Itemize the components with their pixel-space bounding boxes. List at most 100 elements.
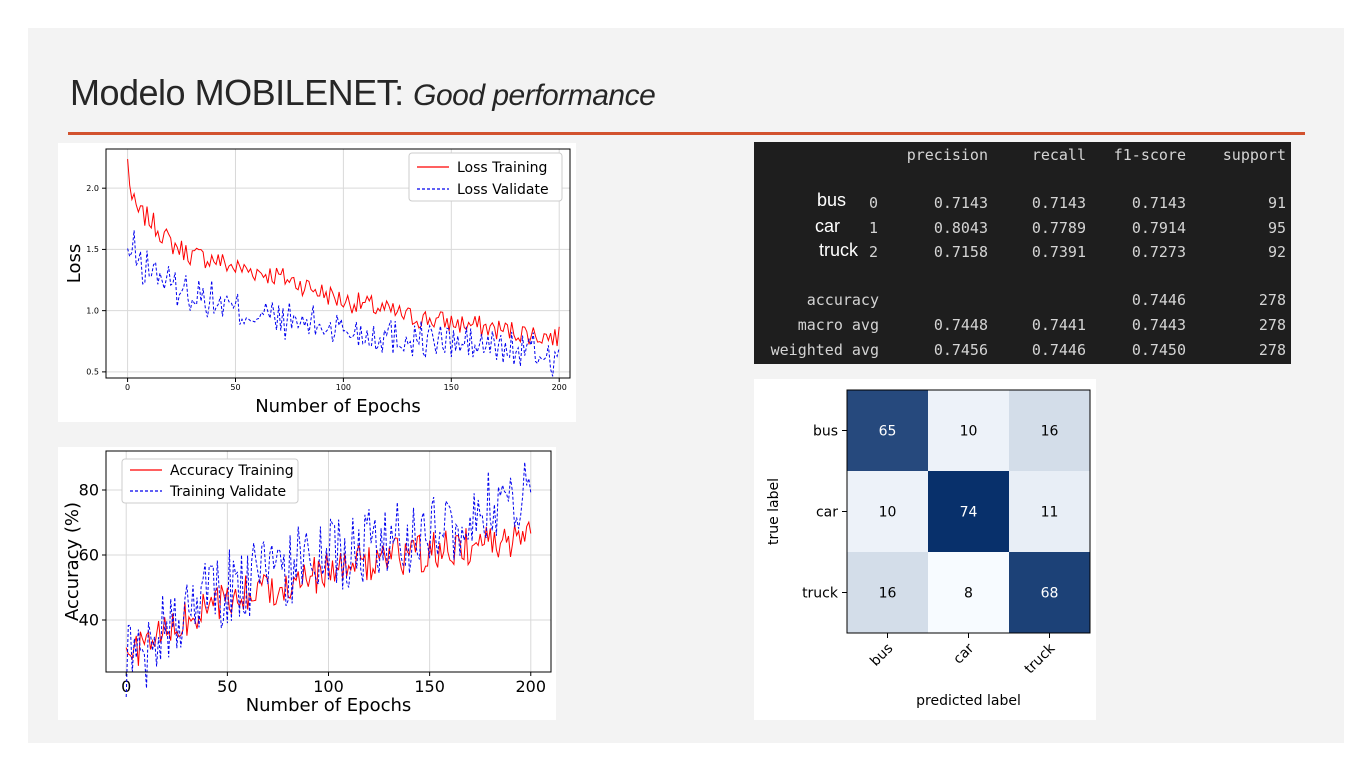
series-line-2 [127,230,560,377]
cell-recall: 0.7446 [1031,341,1086,359]
page-subtitle: Good performance [413,79,656,112]
cell-support: 278 [1258,316,1286,334]
cm-cell [1009,471,1090,552]
cm-cell [847,471,928,552]
cm-cell-value: 8 [964,586,973,602]
series-line-1 [125,520,532,666]
cell-recall: 0.7391 [1031,243,1086,261]
accuracy-chart-panel: 0 50 100 150 200 40 60 80 Number of Epochs Accura… [58,447,556,720]
cm-cell-value: 68 [1041,586,1059,602]
x-tick-label: truck [1022,640,1059,677]
cm-cell [928,552,1009,633]
cell-precision: 0.7456 [933,341,988,359]
x-tick-label: bus [867,641,896,670]
x-tick-label: 150 [444,383,459,392]
cell-recall: 0.7143 [1031,194,1086,212]
y-tick-label: 60 [79,546,99,565]
series-line-1 [127,159,560,347]
header-f1-score: f1-score [1113,146,1186,164]
x-axis-label: Number of Epochs [255,396,421,417]
row-label-truck: truck [818,240,858,260]
x-tick-label: 200 [552,383,567,392]
row-index: 2 [868,243,878,261]
y-tick-label: 1.5 [86,245,99,254]
row-label-bus: bus [816,190,846,210]
x-tick-label: 0 [125,383,130,392]
cm-cell-value: 16 [1041,424,1059,440]
x-tick-label: 200 [515,677,546,696]
cm-cell [928,390,1009,471]
x-tick-label: 150 [414,677,445,696]
cell-f1: 0.7443 [1131,316,1186,334]
cell-support: 91 [1267,194,1286,212]
cm-cell-value: 10 [960,424,978,440]
cell-precision: 0.8043 [933,219,988,237]
header-precision: precision [906,146,988,164]
loss-chart: 0 50 100 150 200 0.5 1.0 1.5 2.0 Number of Epochs… [64,148,571,417]
y-tick-label: bus [813,424,838,440]
page-title: Modelo MOBILENET: Good performance [70,72,656,113]
y-axis-label: true label [766,478,782,545]
cell-f1: 0.7143 [1131,194,1186,212]
legend-box [121,458,299,504]
y-tick-label: 2.0 [86,184,99,193]
plot-frame [105,148,571,379]
x-tick-label: 100 [313,677,344,696]
cm-cell [847,552,928,633]
cell-support: 92 [1267,243,1286,261]
summary-label-macro-avg: macro avg [797,316,879,334]
loss-chart-panel: 0 50 100 150 200 0.5 1.0 1.5 2.0 Number of Epochs… [58,143,576,422]
y-tick-label: truck [802,586,839,602]
summary-label-accuracy: accuracy [806,291,879,309]
y-axis-label: Loss [64,244,85,283]
cm-cell [928,471,1009,552]
plot-frame [105,450,552,673]
cm-cell [1009,390,1090,471]
y-tick-label: 40 [79,611,99,630]
cell-f1: 0.7446 [1131,291,1186,309]
cm-cell-value: 11 [1041,505,1059,521]
cell-recall: 0.7789 [1031,219,1086,237]
y-tick-label: 80 [79,481,99,500]
legend-label: Loss Training [457,160,547,176]
y-tick-label: 1.0 [86,306,99,315]
cell-precision: 0.7143 [933,194,988,212]
cell-f1: 0.7273 [1131,243,1186,261]
y-tick-label: 0.5 [86,368,99,377]
cm-cell-value: 74 [960,505,978,521]
cell-support: 95 [1267,219,1286,237]
summary-label-weighted-avg: weighted avg [770,341,879,359]
legend-label: Loss Validate [457,182,549,198]
cm-cell-value: 16 [879,586,897,602]
cm-cell [1009,552,1090,633]
row-index: 0 [868,194,878,212]
legend-label: Training Validate [169,484,286,500]
x-tick-label: car [950,640,977,667]
cell-f1: 0.7914 [1131,219,1186,237]
cm-cell-value: 10 [879,505,897,521]
cell-precision: 0.7158 [933,243,988,261]
x-tick-label: 100 [336,383,351,392]
cell-recall: 0.7441 [1031,316,1086,334]
y-axis-label: Accuracy (%) [62,502,83,621]
cell-precision: 0.7448 [933,316,988,334]
cm-cell-value: 65 [879,424,897,440]
series-line-2 [125,462,532,698]
header-recall: recall [1031,146,1086,164]
y-tick-label: car [816,505,838,521]
header-support: support [1222,146,1286,164]
x-axis-label: Number of Epochs [246,695,412,716]
row-index: 1 [868,219,878,237]
classification-report: precision recall f1-score support bus 0 … [754,142,1291,364]
x-tick-label: 50 [230,383,240,392]
cell-support: 278 [1258,291,1286,309]
confusion-matrix-panel: 65 10 16 10 74 11 16 8 68 bus car truck bus car truck p… [754,379,1096,720]
cm-cell [847,390,928,471]
cell-support: 278 [1258,341,1286,359]
x-axis-label: predicted label [916,693,1021,709]
row-label-car: car [814,216,840,236]
title-underline [68,132,1305,135]
cell-f1: 0.7450 [1131,341,1186,359]
